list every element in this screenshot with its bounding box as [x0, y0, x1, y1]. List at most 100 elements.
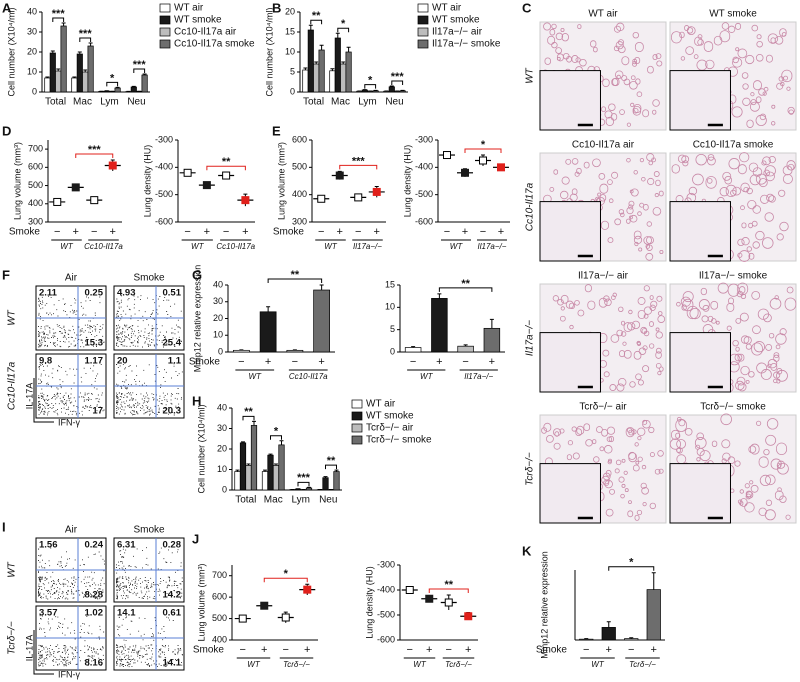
bar [272, 465, 280, 491]
error-bar [411, 346, 416, 348]
error-bar [308, 24, 313, 30]
quadrant-value: 1.02 [85, 608, 104, 619]
column-label: Air [65, 525, 78, 536]
error-bar [303, 67, 308, 70]
y-tick-label: 600 [212, 592, 227, 602]
y-tick-label: 30 [213, 296, 223, 306]
error-bar [72, 76, 77, 78]
event-dots [116, 616, 183, 668]
legend-label: WT air [366, 399, 396, 410]
treatment-label: + [606, 644, 612, 656]
quadrant-value: 4.93 [117, 288, 136, 299]
error-bar [246, 463, 251, 466]
y-tick-label: 10 [27, 66, 37, 76]
group-label: Il17a−/− [353, 242, 382, 251]
group-label: WT [249, 372, 263, 381]
dot [202, 181, 211, 190]
treatment-label: + [261, 644, 267, 656]
treatment-label: + [651, 644, 657, 656]
legend-swatch [159, 39, 171, 49]
image-label: Cc10-Il17a smoke [693, 140, 774, 151]
legend-swatch [417, 39, 429, 49]
dot [90, 196, 99, 205]
legend-swatch [351, 423, 363, 433]
y-tick-label: 300 [292, 216, 307, 226]
group-label: WT [591, 660, 605, 669]
quadrant-value: 14.1 [163, 658, 182, 669]
group-label: WT [450, 242, 464, 251]
quadrant-value: 8.16 [85, 658, 104, 669]
significance-bracket [464, 148, 502, 154]
group-label: WT [247, 660, 261, 669]
quadrant-value: 0.25 [85, 288, 104, 299]
legend-swatch [417, 3, 429, 13]
treatment-label: − [318, 226, 324, 238]
event-dots [38, 363, 105, 416]
y-axis-label: Cell number (X10⁴/ml) [264, 8, 274, 97]
bar [76, 53, 83, 93]
treatment-label: − [54, 226, 60, 238]
row-label: Cc10-Il17a [7, 361, 18, 410]
bar [259, 311, 277, 353]
group-label: Il17a−/− [464, 372, 493, 381]
significance-bracket [263, 577, 308, 583]
y-axis-label: Mmp12 relative expression [539, 551, 549, 659]
significance-bracket [337, 27, 350, 33]
bar [261, 471, 269, 491]
error-bar [241, 441, 245, 443]
quadrant-value: 9.8 [39, 356, 52, 367]
bar [345, 51, 352, 93]
bar [318, 49, 325, 93]
quadrant-value: 15.3 [85, 338, 104, 349]
x-tick-label: Total [45, 97, 66, 108]
group-label: WT [60, 242, 74, 251]
error-bar [389, 85, 394, 87]
treatment-label: + [498, 226, 504, 238]
bar [55, 70, 62, 93]
image-label: WT air [588, 9, 618, 20]
y-axis-label: Lung density (HU) [364, 566, 374, 639]
bar [87, 45, 94, 93]
y-axis-label: Cell number (X10⁴/ml) [6, 8, 16, 97]
row-label: Cc10-Il17a [525, 182, 536, 231]
y-tick-label: 400 [28, 198, 43, 208]
significance-bracket [242, 415, 255, 421]
significance-label: ** [461, 278, 470, 290]
significance-bracket [364, 84, 377, 89]
y-tick-label: 20 [217, 443, 227, 453]
y-tick-label: 0 [222, 484, 227, 494]
x-row-label: Smoke [9, 227, 41, 238]
quadrant-value: 17 [92, 406, 103, 417]
significance-bracket [297, 481, 310, 487]
treatment-label: − [355, 226, 361, 238]
quadrant-value: 6.31 [117, 540, 136, 551]
treatment-label: + [318, 356, 324, 368]
y-tick-label: 700 [212, 570, 227, 580]
group-label: WT [324, 242, 338, 251]
y-tick-label: -300 [415, 134, 433, 144]
x-tick-label: Neu [385, 97, 403, 108]
y-tick-label: 600 [292, 134, 307, 144]
bar [646, 589, 661, 641]
error-bar [334, 469, 339, 472]
row-label: WT [7, 309, 18, 325]
dot [405, 586, 414, 594]
bar [239, 442, 247, 491]
significance-bracket [270, 435, 282, 440]
inset [539, 70, 601, 131]
axis-arrow [33, 630, 54, 675]
error-bar [606, 621, 611, 628]
treatment-label: − [283, 644, 289, 656]
treatment-label: − [238, 356, 244, 368]
y-tick-label: 20 [285, 6, 295, 16]
legend-swatch [351, 411, 363, 421]
image-label: Tcrδ−/− smoke [700, 402, 766, 413]
event-dots [38, 547, 105, 600]
bar [278, 444, 285, 491]
y-tick-label: 500 [28, 180, 43, 190]
x-tick-label: Neu [319, 495, 337, 506]
significance-label: * [110, 72, 115, 84]
significance-bracket [339, 164, 378, 170]
treatment-label: + [242, 226, 248, 238]
